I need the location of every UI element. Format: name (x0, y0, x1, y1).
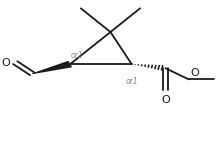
Text: O: O (1, 58, 10, 68)
Text: O: O (161, 95, 170, 105)
Polygon shape (32, 61, 72, 74)
Text: or1: or1 (125, 77, 138, 86)
Text: O: O (191, 68, 200, 78)
Text: or1: or1 (70, 51, 83, 60)
